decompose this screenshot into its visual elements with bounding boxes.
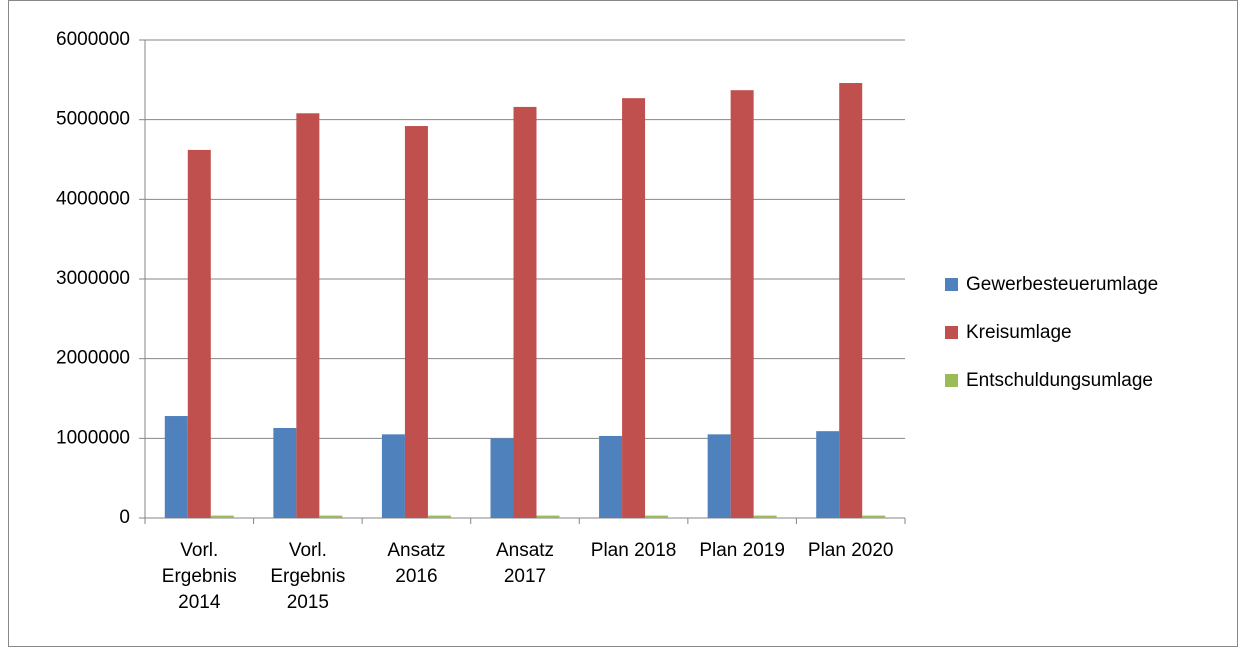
- x-tick-label: Plan 2019: [699, 540, 785, 561]
- bar: [599, 435, 623, 518]
- bar: [490, 438, 514, 518]
- bar: [210, 515, 234, 518]
- bar: [839, 83, 863, 519]
- bar: [319, 515, 343, 518]
- y-tick-label: 1000000: [56, 427, 130, 448]
- bar: [187, 149, 211, 518]
- bar: [645, 515, 669, 518]
- y-tick-label: 3000000: [56, 268, 130, 289]
- bar: [536, 515, 560, 518]
- x-tick-label: Vorl. Ergebnis 2015: [270, 540, 346, 613]
- bar: [273, 427, 297, 518]
- bar: [707, 434, 731, 518]
- legend-label: Gewerbesteuerumlage: [966, 274, 1158, 295]
- bar: [753, 515, 777, 518]
- x-tick-label: Vorl. Ergebnis 2014: [161, 540, 237, 613]
- x-tick-label: Plan 2020: [807, 540, 894, 561]
- bar: [862, 515, 886, 518]
- bar: [404, 126, 428, 518]
- bar: [296, 113, 320, 518]
- legend-swatch: [945, 278, 958, 291]
- y-tick-label: 5000000: [56, 109, 130, 130]
- legend-swatch: [945, 374, 958, 387]
- x-tick-label: Plan 2018: [590, 540, 677, 561]
- legend-swatch: [945, 326, 958, 339]
- y-tick-label: 4000000: [56, 188, 130, 209]
- x-tick-label: Ansatz 2017: [495, 540, 555, 587]
- legend-label: Kreisumlage: [966, 322, 1072, 343]
- y-tick-label: 0: [119, 507, 130, 528]
- bar: [730, 90, 754, 518]
- bar: [622, 98, 646, 518]
- bar: [164, 416, 188, 518]
- chart-border: [8, 0, 1238, 647]
- legend-label: Entschuldungsumlage: [966, 370, 1153, 391]
- y-tick-label: 2000000: [56, 348, 130, 369]
- bar: [816, 431, 840, 518]
- y-tick-label: 6000000: [56, 29, 130, 50]
- x-tick-label: Ansatz 2016: [387, 540, 446, 587]
- bar: [427, 515, 451, 518]
- bar: [513, 106, 537, 519]
- bar: [381, 434, 405, 518]
